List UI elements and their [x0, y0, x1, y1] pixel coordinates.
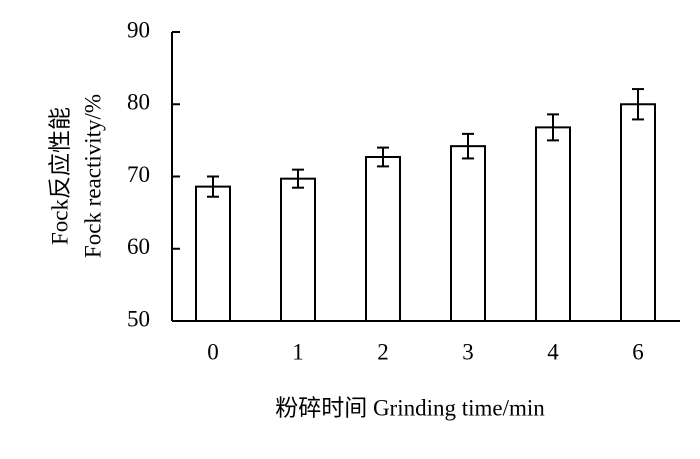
- x-tick-label: 4: [547, 339, 559, 364]
- error-bar: [547, 113, 559, 142]
- x-tick-label: 1: [292, 339, 304, 364]
- error-bar: [632, 88, 644, 121]
- x-tick-label: 6: [632, 339, 644, 364]
- x-tick-label: 0: [207, 339, 219, 364]
- bar: [365, 155, 401, 322]
- y-axis-label: Fock反应性能: [47, 107, 72, 245]
- bar: [280, 177, 316, 322]
- bar: [450, 145, 486, 322]
- error-bar: [462, 132, 474, 160]
- y-tick-label: 80: [127, 90, 150, 115]
- x-tick-label: 3: [462, 339, 474, 364]
- x-axis-label: 粉碎时间 Grinding time/min: [275, 395, 545, 420]
- bar: [535, 126, 571, 323]
- y-tick-label: 60: [127, 234, 150, 259]
- y-tick-label: 70: [127, 162, 150, 187]
- error-bar: [377, 146, 389, 168]
- y-tick-label: 50: [127, 306, 150, 331]
- bar: [620, 103, 656, 322]
- error-bar: [207, 175, 219, 198]
- error-bar: [292, 168, 304, 189]
- bar: [195, 185, 231, 322]
- y-tick-label: 90: [127, 17, 150, 42]
- y-axis-label: Fock reactivity/%: [80, 94, 105, 258]
- x-tick-label: 2: [377, 339, 389, 364]
